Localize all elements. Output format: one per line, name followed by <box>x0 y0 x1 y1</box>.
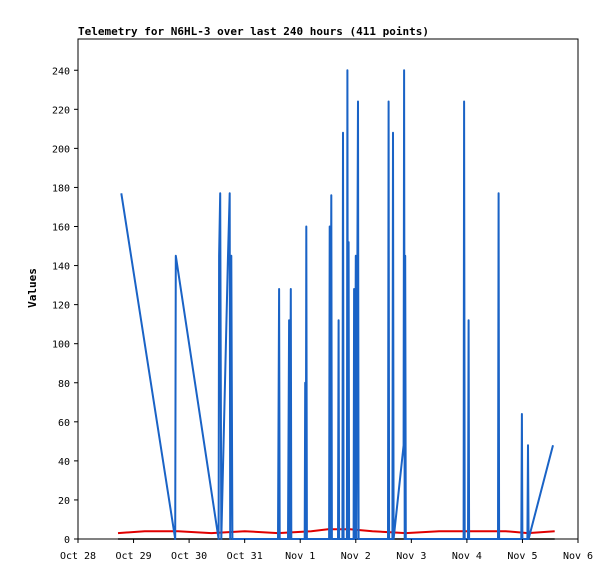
y-tick-label: 200 <box>52 144 70 155</box>
y-tick-label: 240 <box>52 66 70 77</box>
y-tick-label: 120 <box>52 301 70 312</box>
y-axis-ticks: 0 20 40 60 80 100 120 140 160 180 200 220 240 <box>52 66 78 546</box>
x-tick-label: Oct 29 <box>115 551 151 562</box>
y-tick-label: 160 <box>52 223 70 234</box>
y-tick-label: 100 <box>52 340 70 351</box>
x-tick-label: Nov 2 <box>341 551 371 562</box>
y-axis-label: Values <box>26 268 39 308</box>
x-tick-label: Oct 30 <box>171 551 207 562</box>
y-tick-label: 0 <box>64 535 70 546</box>
y-tick-label: 180 <box>52 183 70 194</box>
x-tick-label: Nov 4 <box>452 551 482 562</box>
y-tick-label: 220 <box>52 105 70 116</box>
y-tick-label: 40 <box>58 457 70 468</box>
y-tick-label: 20 <box>58 496 70 507</box>
x-tick-label: Oct 28 <box>60 551 96 562</box>
x-tick-label: Oct 31 <box>227 551 263 562</box>
chart-title: Telemetry for N6HL-3 over last 240 hours… <box>78 25 429 38</box>
y-tick-label: 140 <box>52 262 70 273</box>
x-tick-label: Nov 1 <box>285 551 315 562</box>
x-tick-label: Nov 6 <box>563 551 593 562</box>
x-axis-ticks: Oct 28 Oct 29 Oct 30 Oct 31 Nov 1 Nov 2 Nov 3 N… <box>60 539 593 562</box>
y-tick-label: 80 <box>58 379 70 390</box>
x-tick-label: Nov 5 <box>507 551 537 562</box>
x-tick-label: Nov 3 <box>396 551 426 562</box>
y-tick-label: 60 <box>58 418 70 429</box>
plot-area <box>77 38 579 540</box>
